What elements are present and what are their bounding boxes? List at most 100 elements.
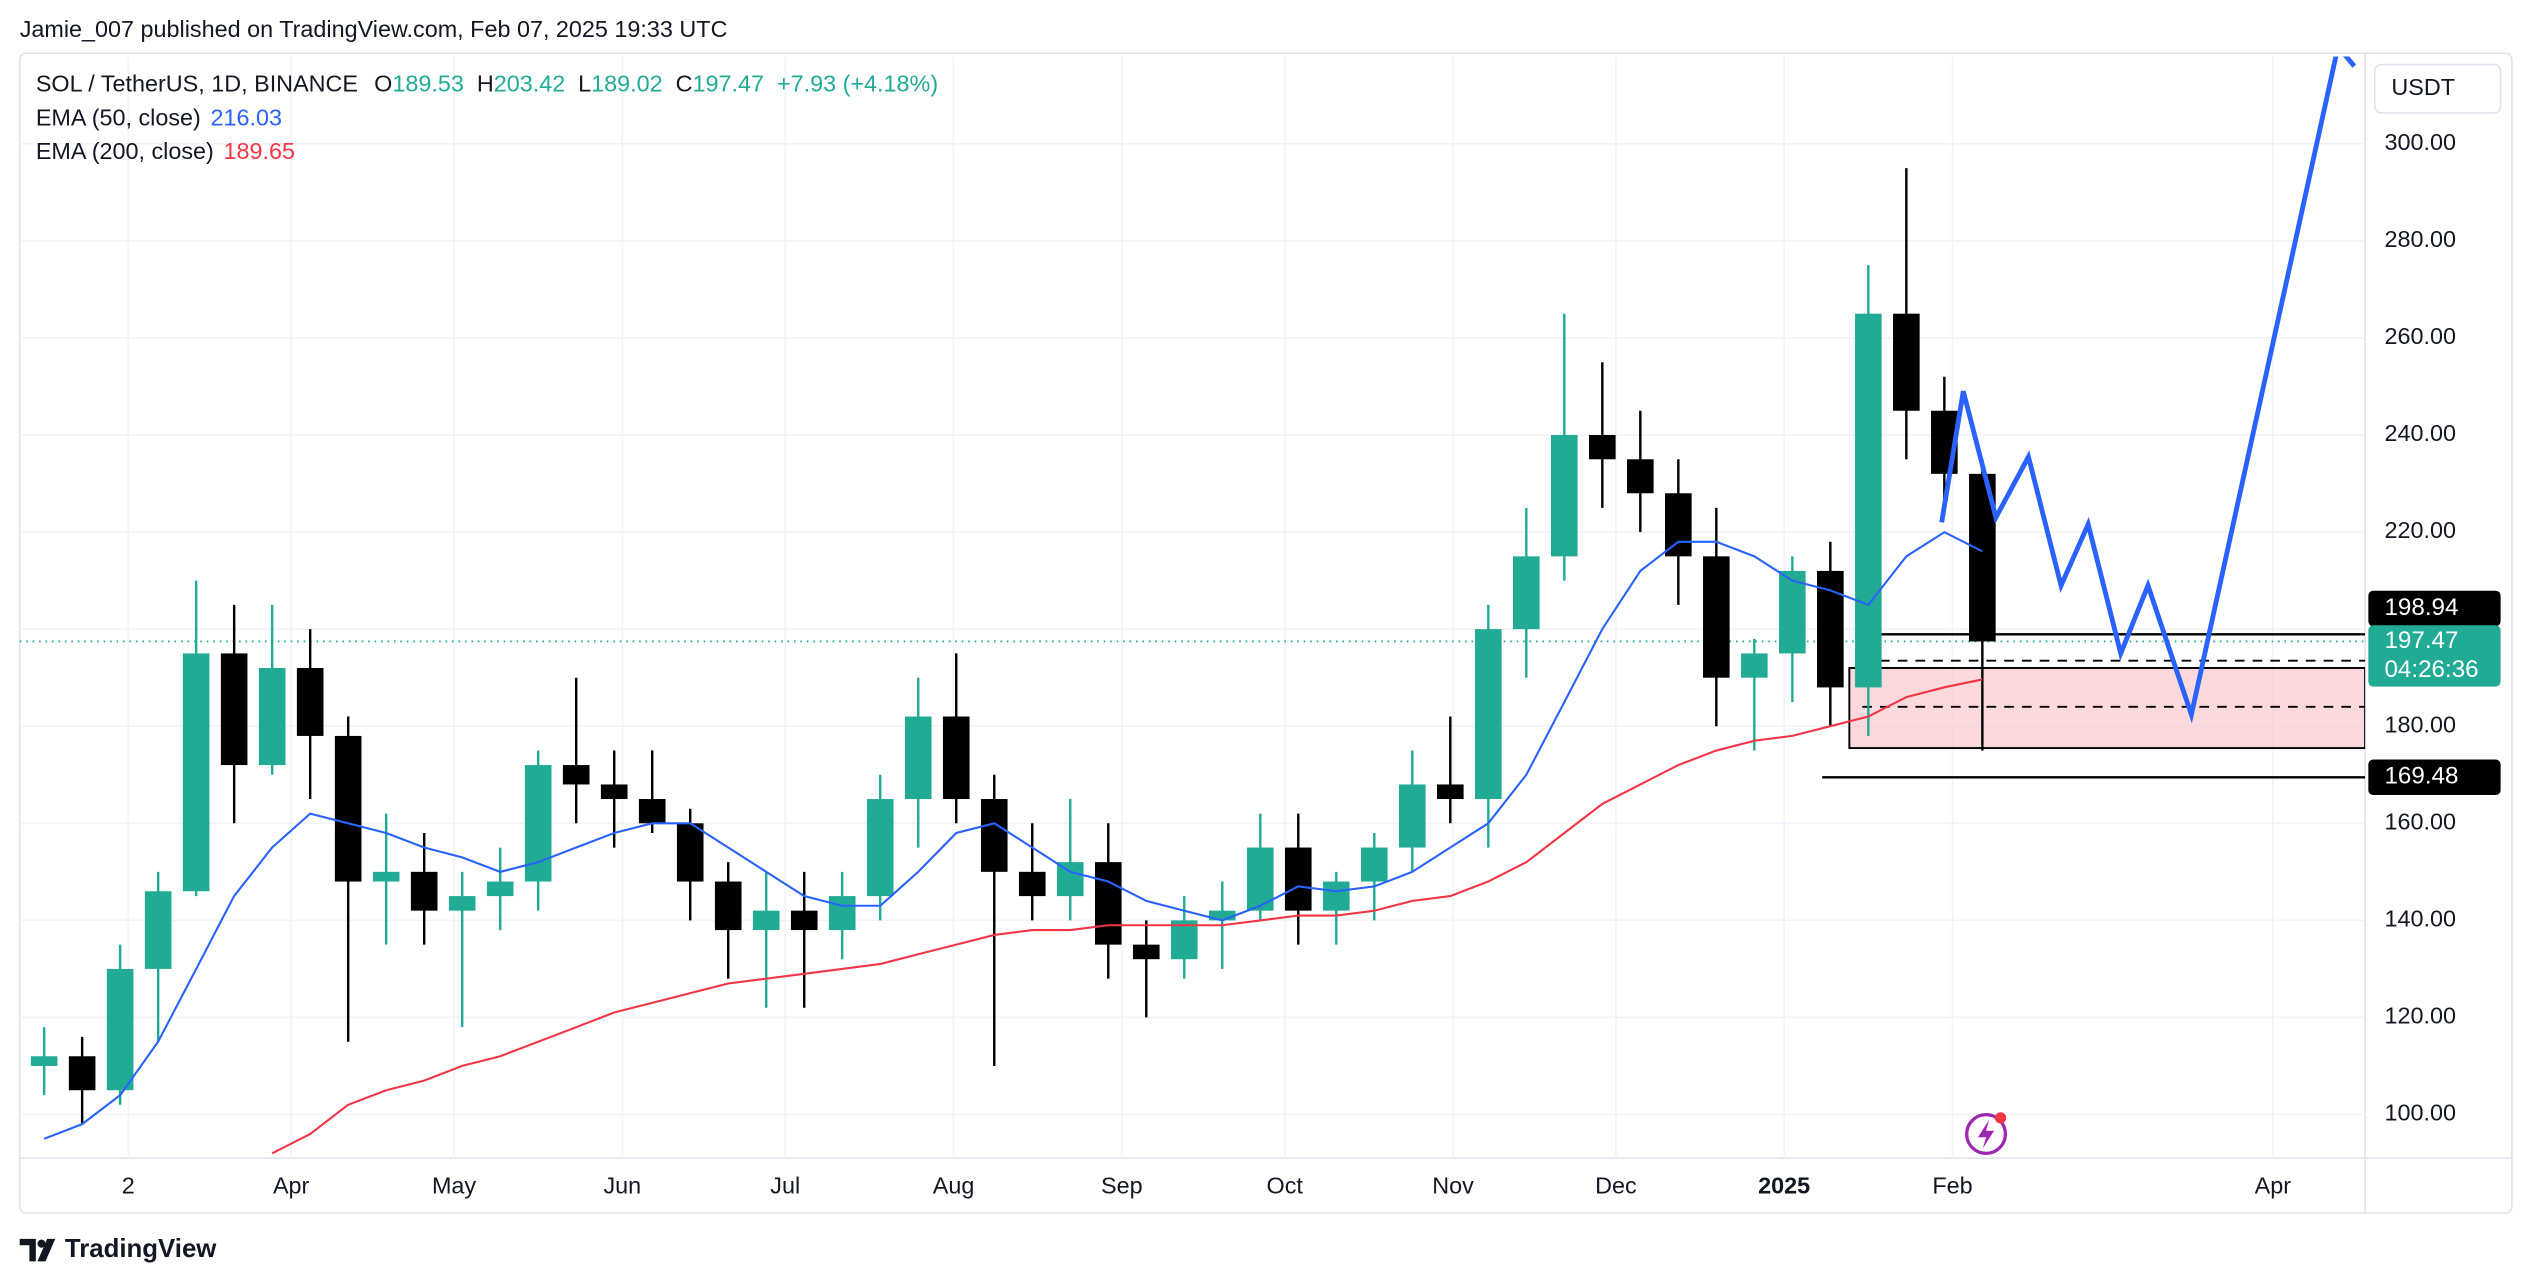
ohlc-label: O [374,71,392,97]
currency-label[interactable]: USDT [2391,74,2455,100]
candle-body [1398,784,1426,848]
candle-body [1741,653,1768,678]
logo-dot [37,1239,46,1248]
candle-body [448,896,476,911]
candle-body [1056,862,1084,897]
candle-body [1284,847,1312,911]
alert-icon[interactable] [1965,1112,2008,1155]
x-tick-label: Feb [1932,1172,1972,1198]
x-tick-label: Apr [273,1172,310,1198]
x-tick-label: Aug [933,1172,975,1198]
alert-dot[interactable] [1994,1112,2007,1124]
candle-body [866,799,894,897]
candle-body [1436,784,1464,800]
x-tick-label: Jun [603,1172,641,1198]
y-tick-label: 120.00 [2384,1003,2456,1029]
ohlc-value: 203.42 [494,71,565,97]
y-tick-label: 140.00 [2384,906,2456,932]
candle-body [1893,313,1920,411]
countdown-label: 04:26:36 [2384,656,2478,683]
candle-body [30,1056,58,1066]
axes: 100.00120.00140.00160.00180.00200.00220.… [122,129,2501,1198]
symbol-title: SOL / TetherUS, 1D, BINANCE [36,71,358,97]
y-tick-label: 180.00 [2384,711,2456,737]
candle-body [638,799,666,824]
legend-name: EMA (50, close) [36,105,201,131]
candle-body [1665,493,1692,557]
candle-body [1474,629,1502,800]
candle-body [1627,459,1654,494]
x-tick-label: May [432,1172,476,1198]
candle-body [1855,313,1882,688]
candle-body [1170,920,1198,960]
candle-body [106,968,134,1091]
x-tick-label: Sep [1101,1172,1143,1198]
x-tick-label: Oct [1267,1172,1304,1198]
candle-body [1208,910,1236,921]
level-label: 198.94 [2384,594,2458,621]
ohlc-value: 189.02 [591,71,662,97]
candle-body [144,891,172,969]
candle-body [1094,862,1122,945]
y-tick-label: 160.00 [2384,808,2456,834]
level-label-box [2368,590,2501,627]
footer-brand: TradingView [65,1235,217,1263]
candle-body [1551,435,1578,557]
projection-line [1939,56,2357,724]
legend-value: 189.65 [224,138,296,164]
legend-value: 216.03 [211,105,283,131]
candle-body [828,896,856,931]
y-tick-label: 220.00 [2384,517,2456,543]
x-tick-label: Apr [2255,1172,2292,1198]
level-label-box [2368,759,2501,796]
y-tick-label: 260.00 [2384,323,2456,349]
plot-area [19,56,2366,1155]
publisher-line: Jamie_007 published on TradingView.com, … [20,16,728,42]
candle-body [296,667,324,736]
y-tick-label: 280.00 [2384,226,2456,252]
candle-body [486,881,514,897]
candle-body [904,716,932,800]
candle-body [220,653,248,766]
candle-body [1703,556,1730,678]
candle-body [1132,944,1160,960]
currency-button[interactable] [2373,63,2502,114]
logo-mark [19,1238,56,1262]
footer-logo [19,1238,56,1262]
x-tick-label: Nov [1432,1172,1474,1198]
x-tick-label: 2 [122,1172,135,1198]
candle-body [980,799,1008,872]
candle-body [714,881,742,931]
candle-body [600,784,628,800]
candle-body [790,910,818,931]
candle-body [410,871,438,911]
candle-body [942,716,970,800]
x-tick-label: 2025 [1758,1172,1810,1198]
x-tick-label: Jul [770,1172,800,1198]
ohlc-label: C [676,71,693,97]
legend-symbol: SOL / TetherUS, 1D, BINANCE O189.53 H203… [36,71,938,97]
candle-body [1360,847,1388,882]
legend-ema: EMA (50, close) 216.03 [36,105,282,131]
candle-body [1589,435,1616,460]
last-price-label: 197.47 [2384,627,2458,654]
support-zone [1848,667,2366,750]
candle-body [258,667,286,766]
x-tick-label: Dec [1595,1172,1637,1198]
grid [19,56,2366,1159]
legend-name: EMA (200, close) [36,138,214,164]
y-tick-label: 240.00 [2384,420,2456,446]
candle-body [752,910,780,931]
chart-frame [18,52,2513,1214]
ohlc-value: 189.53 [392,71,464,97]
y-tick-label: 300.00 [2384,129,2456,155]
alert-circle[interactable] [1965,1113,2008,1155]
candle-body [182,653,210,892]
y-tick-label: 100.00 [2384,1100,2456,1126]
ohlc-change: +7.93 (+4.18%) [777,71,938,97]
ohlc-value: 197.47 [693,71,765,97]
ohlc-label: H [477,71,494,97]
alert-bolt[interactable] [1977,1119,1995,1149]
